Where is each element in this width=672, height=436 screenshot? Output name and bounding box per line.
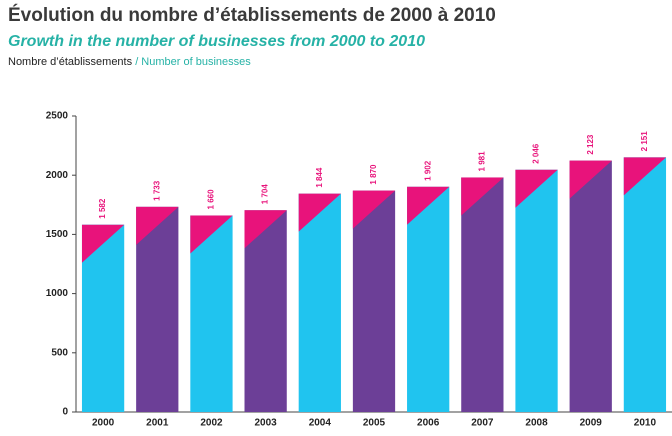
value-label: 2 151 <box>640 131 649 152</box>
bar <box>298 193 341 412</box>
x-tick-label: 2007 <box>471 418 494 429</box>
bar-accent <box>136 206 179 245</box>
bar <box>190 215 233 412</box>
y-tick-label: 1500 <box>46 229 69 240</box>
x-tick-label: 2002 <box>200 418 223 429</box>
value-label: 1 582 <box>98 198 107 219</box>
value-label: 2 046 <box>532 143 541 164</box>
axis-label-en: / Number of businesses <box>135 56 251 68</box>
axis-label-fr: Nombre d’établissements <box>8 56 133 68</box>
value-label: 1 704 <box>261 184 270 205</box>
y-tick-label: 0 <box>62 407 68 418</box>
value-label: 1 870 <box>369 164 378 185</box>
chart-subtitle: Growth in the number of businesses from … <box>8 33 425 50</box>
x-tick-label: 2010 <box>634 418 657 429</box>
bar <box>515 169 558 412</box>
x-tick-label: 2008 <box>525 418 548 429</box>
y-tick-label: 2500 <box>46 111 69 122</box>
y-tick-label: 2000 <box>46 170 69 181</box>
x-tick-label: 2009 <box>580 418 603 429</box>
bar-accent <box>461 177 504 216</box>
y-tick-label: 500 <box>51 347 68 358</box>
chart-title: Évolution du nombre d’établissements de … <box>8 4 496 26</box>
bar <box>244 210 287 412</box>
bar-accent <box>569 160 612 199</box>
value-label: 1 660 <box>207 189 216 210</box>
x-tick-label: 2001 <box>146 418 169 429</box>
bar-accent <box>190 215 233 254</box>
bar <box>352 190 396 412</box>
bar <box>569 160 612 412</box>
bar-accent <box>352 190 396 229</box>
axis-label: Nombre d’établissements / Number of busi… <box>8 56 251 68</box>
bar <box>461 177 504 412</box>
value-label: 1 733 <box>152 180 161 201</box>
x-tick-label: 2004 <box>309 418 332 429</box>
x-tick-label: 2000 <box>92 418 115 429</box>
bar-accent <box>515 169 558 208</box>
bar <box>136 206 179 412</box>
bar-accent <box>298 193 341 232</box>
value-label: 1 844 <box>315 167 324 188</box>
x-tick-label: 2006 <box>417 418 440 429</box>
value-label: 1 981 <box>477 151 486 172</box>
y-tick-label: 1000 <box>46 288 69 299</box>
value-label: 2 123 <box>586 134 595 155</box>
bar-accent <box>81 224 125 263</box>
bar <box>623 157 667 412</box>
bar <box>407 186 450 412</box>
bar-accent <box>407 186 450 225</box>
x-tick-label: 2005 <box>363 418 386 429</box>
bar-accent <box>244 210 287 249</box>
bar-accent <box>623 157 667 196</box>
x-tick-label: 2003 <box>255 418 278 429</box>
value-label: 1 902 <box>423 160 432 181</box>
